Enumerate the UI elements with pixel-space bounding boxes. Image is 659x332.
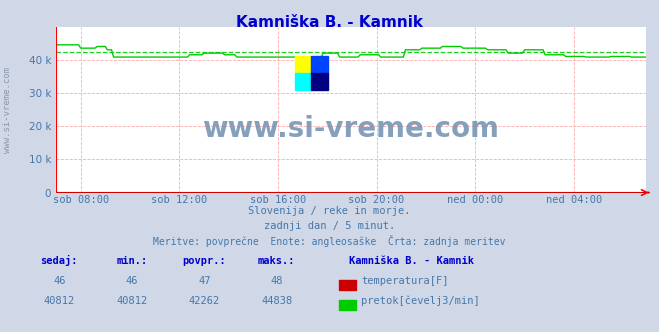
Text: sedaj:: sedaj: xyxy=(41,255,78,266)
Text: www.si-vreme.com: www.si-vreme.com xyxy=(202,116,500,143)
Text: temperatura[F]: temperatura[F] xyxy=(361,276,449,286)
Bar xyxy=(295,73,312,90)
Text: maks.:: maks.: xyxy=(258,256,295,266)
Text: zadnji dan / 5 minut.: zadnji dan / 5 minut. xyxy=(264,221,395,231)
Text: 40812: 40812 xyxy=(116,296,148,306)
Text: pretok[čevelj3/min]: pretok[čevelj3/min] xyxy=(361,295,480,306)
Text: povpr.:: povpr.: xyxy=(183,256,226,266)
Text: 47: 47 xyxy=(198,276,210,286)
Text: www.si-vreme.com: www.si-vreme.com xyxy=(3,66,13,153)
Text: Kamniška B. - Kamnik: Kamniška B. - Kamnik xyxy=(349,256,474,266)
Text: 42262: 42262 xyxy=(188,296,220,306)
Text: Kamniška B. - Kamnik: Kamniška B. - Kamnik xyxy=(236,15,423,30)
Text: 44838: 44838 xyxy=(261,296,293,306)
Text: Slovenija / reke in morje.: Slovenija / reke in morje. xyxy=(248,206,411,216)
Text: Meritve: povprečne  Enote: angleosaške  Črta: zadnja meritev: Meritve: povprečne Enote: angleosaške Čr… xyxy=(154,235,505,247)
Text: 48: 48 xyxy=(271,276,283,286)
Bar xyxy=(312,73,328,90)
Text: min.:: min.: xyxy=(116,256,148,266)
Text: 46: 46 xyxy=(53,276,65,286)
Bar xyxy=(295,56,312,73)
Text: 46: 46 xyxy=(126,276,138,286)
Bar xyxy=(312,56,328,73)
Text: 40812: 40812 xyxy=(43,296,75,306)
